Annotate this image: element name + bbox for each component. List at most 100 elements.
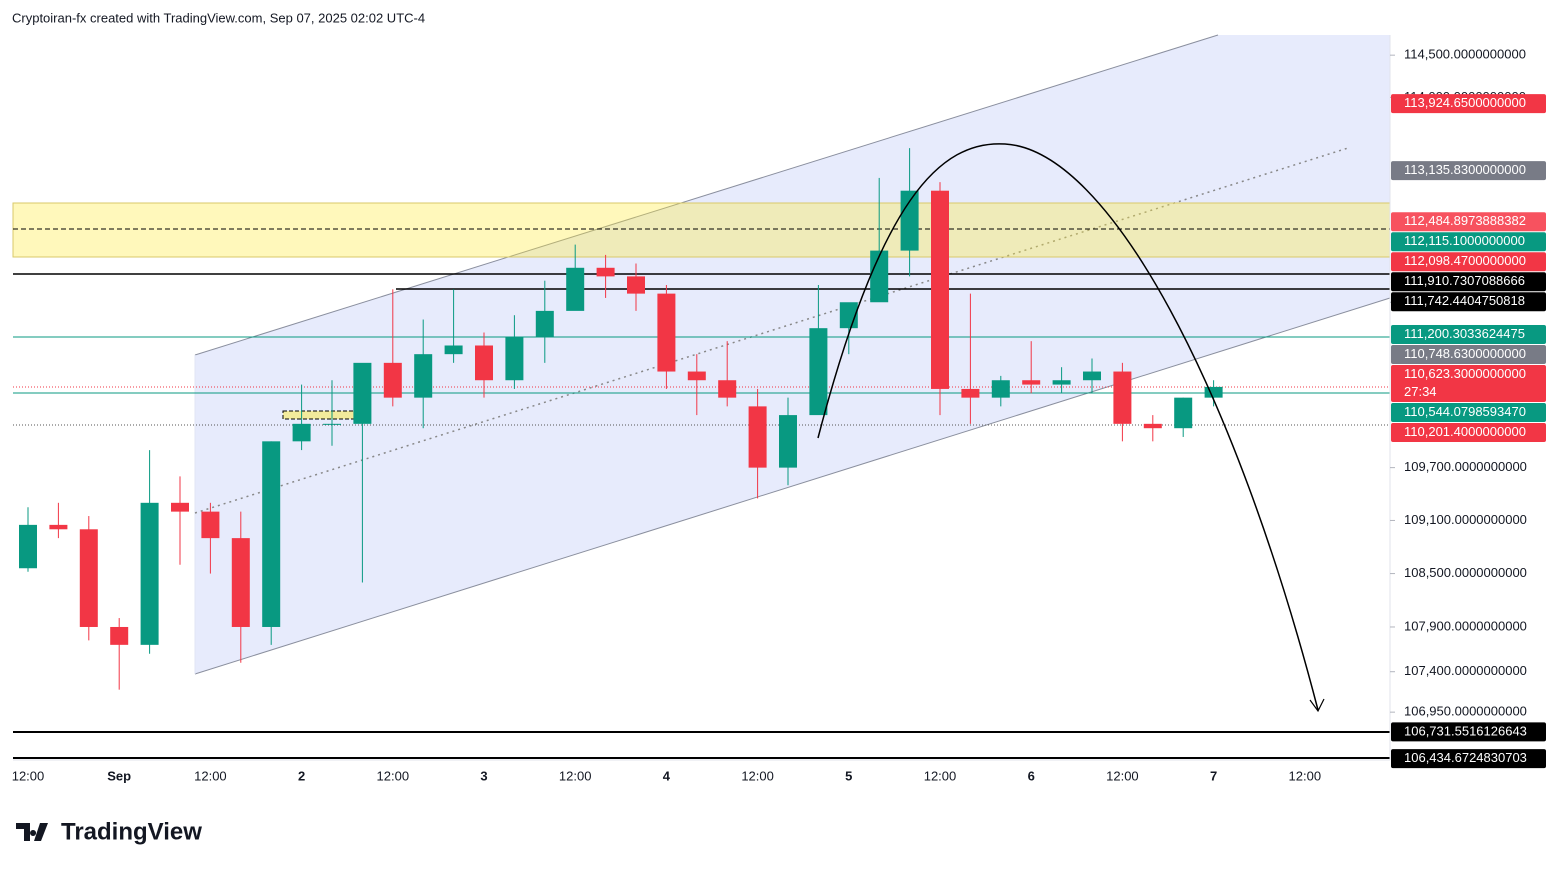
candle-body xyxy=(687,371,706,381)
candle-body xyxy=(475,345,493,381)
small-zone xyxy=(282,410,355,420)
price-label: 110,544.0798593470 xyxy=(1404,404,1526,419)
candle-body xyxy=(657,293,676,372)
channel-top xyxy=(194,34,1219,356)
x-tick-label: Sep xyxy=(107,768,131,783)
price-label-box xyxy=(1391,292,1546,312)
price-label: 111,910.7307088666 xyxy=(1404,273,1525,288)
y-tick-label: 108,500.0000000000 xyxy=(1404,565,1527,580)
forecast xyxy=(817,143,1325,713)
price-label: 110,748.6300000000 xyxy=(1404,346,1526,361)
price-label-box xyxy=(1391,324,1546,344)
candle-body xyxy=(171,502,189,512)
candle-body xyxy=(748,406,767,468)
candle-body xyxy=(779,415,797,468)
price-label-box xyxy=(1391,272,1546,292)
x-tick-label: 12:00 xyxy=(377,768,410,783)
y-tick-label: 109,100.0000000000 xyxy=(1404,512,1527,527)
y-tick-label: 107,400.0000000000 xyxy=(1404,663,1527,678)
candle-body xyxy=(1174,397,1193,429)
price-label: 113,924.6500000000 xyxy=(1404,95,1526,110)
y-tick-label: 106,950.0000000000 xyxy=(1404,704,1527,719)
price-label-box xyxy=(1391,364,1546,402)
candle-body xyxy=(931,190,949,389)
price-label: 112,484.8973888382 xyxy=(1404,213,1526,228)
candle-body xyxy=(1083,371,1101,381)
logo-text: TradingView xyxy=(61,818,202,845)
price-labels: 113,924.6500000000 113,135.8300000000 112,… xyxy=(1391,94,1546,769)
candle-body xyxy=(1052,380,1071,385)
x-tick-label: 12:00 xyxy=(559,768,592,783)
candle-body xyxy=(140,502,159,645)
x-tick-label: 12:00 xyxy=(1106,768,1139,783)
candle-body xyxy=(535,310,554,337)
candle-body xyxy=(1022,380,1041,385)
candle-body xyxy=(383,362,402,398)
candle-body xyxy=(1113,371,1132,424)
y-tick-label: 114,500.0000000000 xyxy=(1404,47,1526,62)
x-tick-label: 2 xyxy=(298,768,305,783)
candle-body xyxy=(79,529,98,627)
candle-body xyxy=(809,328,828,416)
price-label-box xyxy=(1391,94,1546,114)
logo: TradingView xyxy=(16,818,202,845)
candle-body xyxy=(1143,423,1162,429)
price-label: 111,200.3033624475 xyxy=(1404,326,1525,341)
candle-body xyxy=(900,190,919,251)
header: Cryptoiran-fx created with TradingView.c… xyxy=(12,10,425,25)
candle-body xyxy=(1204,386,1223,398)
price-label-box xyxy=(1391,212,1546,232)
supply-zone xyxy=(12,202,1391,258)
y-tick-label: 107,900.0000000000 xyxy=(1404,618,1527,633)
price-label: 106,434.6724830703 xyxy=(1404,750,1527,765)
x-tick-label: 5 xyxy=(845,768,852,783)
candle-body xyxy=(231,538,250,627)
candle-body xyxy=(991,380,1010,398)
channel-bottom xyxy=(194,297,1391,675)
countdown: 27:34 xyxy=(1404,384,1437,399)
price-label: 110,201.4000000000 xyxy=(1404,424,1526,439)
price-label-box xyxy=(1391,252,1546,272)
candle-body xyxy=(414,354,433,398)
price-label-box xyxy=(1391,402,1546,422)
candle-body xyxy=(262,441,281,627)
candle-body xyxy=(323,423,341,425)
candle-body xyxy=(49,524,68,530)
price-label-box xyxy=(1391,344,1546,364)
arrow-head xyxy=(1309,698,1325,713)
price-label: 112,115.1000000000 xyxy=(1404,233,1525,248)
candle-body xyxy=(505,336,524,381)
x-tick-label: 6 xyxy=(1028,768,1035,783)
candle-body xyxy=(870,250,889,303)
candle-body xyxy=(201,511,220,539)
x-tick-label: 4 xyxy=(663,768,671,783)
price-label: 113,135.8300000000 xyxy=(1404,162,1526,177)
x-tick-label: 12:00 xyxy=(1289,768,1322,783)
price-label-box xyxy=(1391,232,1546,252)
candle-body xyxy=(19,524,37,569)
price-label-box xyxy=(1391,749,1546,769)
price-label: 112,098.4700000000 xyxy=(1404,253,1526,268)
price-label-box xyxy=(1391,422,1546,442)
price-label-box xyxy=(1391,722,1546,742)
logo-icon xyxy=(16,823,48,841)
candle-body xyxy=(596,267,615,277)
x-tick-label: 7 xyxy=(1210,768,1217,783)
forecast-curve xyxy=(817,143,1319,711)
x-tick-label: 12:00 xyxy=(924,768,957,783)
candle-body xyxy=(627,276,645,294)
candle-body xyxy=(566,267,585,311)
x-tick-label: 3 xyxy=(480,768,487,783)
candle-body xyxy=(718,380,737,398)
price-label: 106,731.5516126643 xyxy=(1404,723,1527,738)
candle-body xyxy=(110,626,129,645)
candles xyxy=(19,148,1223,690)
price-label: 110,623.3000000000 xyxy=(1404,366,1526,381)
price-label: 111,742.4404750818 xyxy=(1404,293,1525,308)
y-tick-label: 109,700.0000000000 xyxy=(1404,459,1527,474)
x-tick-label: 12:00 xyxy=(194,768,227,783)
x-tick-label: 12:00 xyxy=(741,768,774,783)
candle-body xyxy=(292,423,311,442)
candle-body xyxy=(961,388,980,398)
